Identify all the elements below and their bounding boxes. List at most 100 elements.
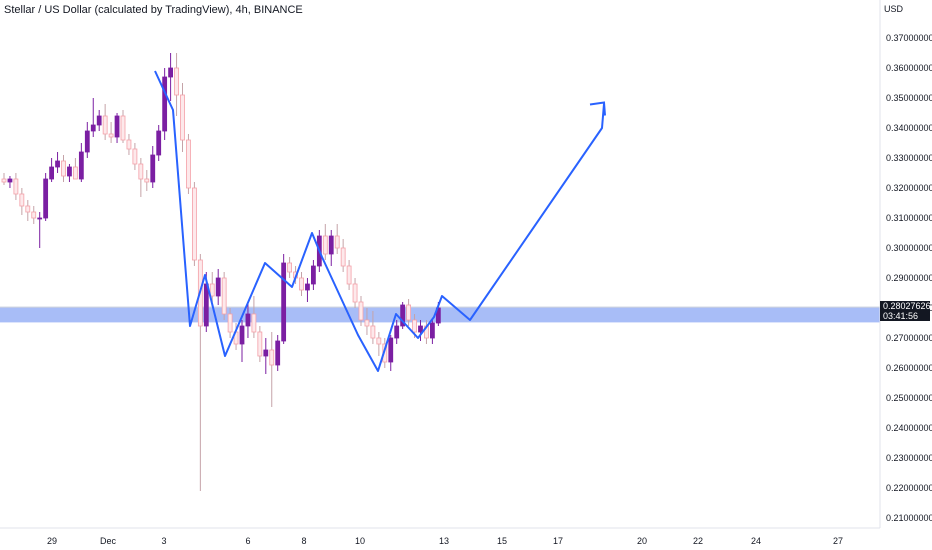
projection-path [154, 70, 605, 372]
candle [114, 115, 120, 138]
candle [257, 331, 263, 357]
x-tick-label: 15 [497, 536, 507, 546]
candle [90, 124, 96, 132]
candle [96, 115, 102, 126]
x-tick-label: 22 [693, 536, 703, 546]
candle [227, 313, 233, 333]
candle [412, 319, 417, 333]
candle [25, 205, 31, 213]
candle [418, 325, 423, 333]
y-tick-label: 0.34000000 [886, 123, 932, 133]
x-tick-label: 6 [245, 536, 250, 546]
candle [263, 349, 269, 357]
y-tick-label: 0.30000000 [886, 243, 932, 253]
y-tick-label: 0.21000000 [886, 513, 932, 523]
candle [352, 283, 358, 303]
candle [269, 349, 275, 366]
candle [275, 340, 281, 366]
candle [43, 178, 49, 219]
last-price-tag: 0.28027626 03:41:56 [880, 301, 931, 321]
candle [67, 166, 72, 177]
y-tick-label: 0.36000000 [886, 63, 932, 73]
candle [203, 283, 209, 327]
y-tick-label: 0.23000000 [886, 453, 932, 463]
y-tick-label: 0.37000000 [886, 33, 932, 43]
candle [299, 277, 304, 291]
x-tick-label: 10 [355, 536, 365, 546]
candle [61, 160, 66, 177]
y-tick-label: 0.22000000 [886, 483, 932, 493]
candle [73, 166, 78, 180]
x-tick-label: Dec [100, 536, 117, 546]
y-tick-label: 0.33000000 [886, 153, 932, 163]
candle [400, 304, 406, 327]
axis-currency-label: USD [884, 4, 903, 14]
candle [120, 115, 126, 141]
x-tick-label: 27 [833, 536, 843, 546]
candle [287, 262, 293, 273]
candle [1, 178, 7, 183]
candle [37, 217, 43, 220]
candle [144, 178, 150, 183]
candle [239, 325, 245, 345]
candle [126, 139, 132, 150]
x-tick-label: 29 [47, 536, 57, 546]
candle [346, 265, 352, 285]
y-tick-label: 0.26000000 [886, 363, 932, 373]
candle-countdown: 03:41:56 [883, 311, 919, 321]
last-price-value: 0.28027626 [883, 301, 931, 311]
candle [186, 139, 191, 189]
x-tick-label: 8 [301, 536, 306, 546]
candle [388, 337, 394, 363]
x-tick-label: 13 [439, 536, 449, 546]
candle [394, 325, 400, 339]
candle [19, 193, 25, 207]
candle [245, 313, 251, 327]
candle [305, 283, 310, 291]
candle [406, 304, 412, 321]
candle [132, 148, 138, 165]
candle [7, 178, 13, 183]
candle [138, 163, 144, 180]
candle [174, 67, 179, 96]
candle [13, 178, 19, 195]
y-tick-label: 0.35000000 [886, 93, 932, 103]
candle [156, 130, 162, 156]
y-tick-label: 0.27000000 [886, 333, 932, 343]
candle [49, 166, 54, 180]
drawing-layer [154, 70, 606, 372]
candle [334, 235, 340, 249]
candle [364, 319, 370, 327]
candle [84, 130, 90, 153]
candle [429, 322, 435, 339]
x-tick-label: 20 [637, 536, 647, 546]
candle [322, 235, 328, 255]
candle [340, 247, 346, 267]
candle [209, 283, 215, 297]
candle [221, 277, 227, 315]
candle [310, 265, 316, 285]
y-tick-label: 0.25000000 [886, 393, 932, 403]
candle [281, 262, 287, 342]
candle [162, 76, 168, 132]
candle [376, 337, 382, 345]
candle [251, 313, 257, 333]
x-tick-label: 17 [553, 536, 563, 546]
candle [31, 211, 37, 219]
y-tick-label: 0.29000000 [886, 273, 932, 283]
candle [180, 94, 185, 141]
x-tick-label: 24 [751, 536, 761, 546]
candle [328, 235, 334, 255]
chart-title: Stellar / US Dollar (calculated by Tradi… [4, 4, 303, 16]
candle [102, 115, 108, 135]
candle [358, 301, 364, 321]
candle [108, 133, 114, 138]
candle [168, 67, 174, 78]
x-tick-label: 3 [161, 536, 166, 546]
candle [215, 277, 221, 297]
candle [78, 151, 84, 180]
axis-currency-text: USD [884, 4, 904, 14]
candle [55, 160, 60, 168]
